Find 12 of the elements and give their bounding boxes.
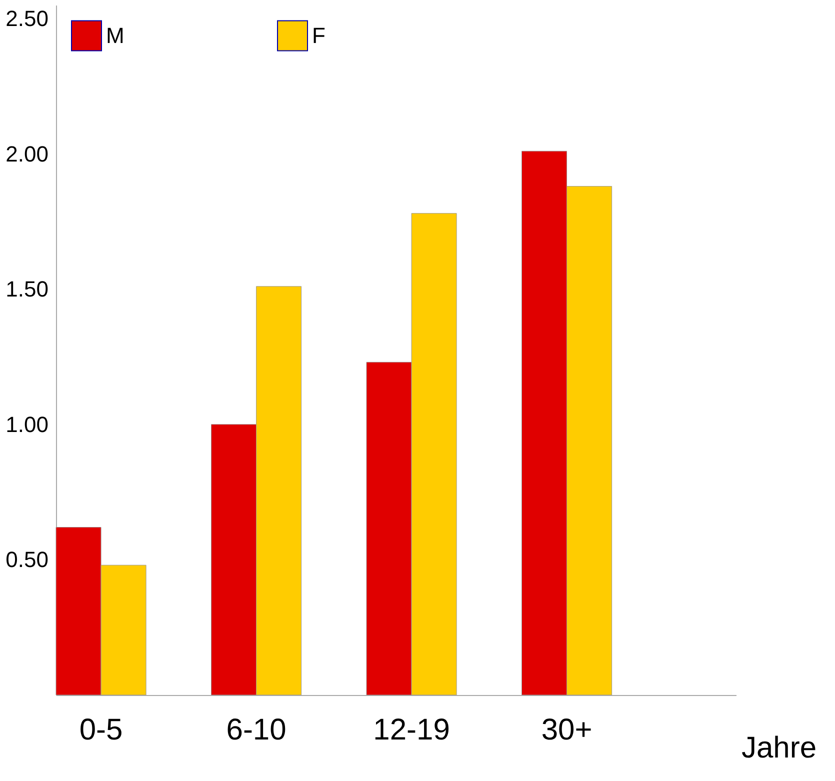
y-tick-label: 2.50	[6, 6, 48, 32]
x-tick-label: 6-10	[226, 714, 286, 746]
x-tick-label: 12-19	[373, 714, 450, 746]
legend-label: M	[106, 22, 124, 48]
y-tick-label: 1.00	[6, 412, 48, 437]
x-axis-title: Jahre	[741, 732, 816, 764]
y-tick-label: 0.50	[6, 547, 48, 572]
y-tick-label: 2.00	[6, 141, 48, 166]
x-tick-label: 30+	[541, 714, 592, 746]
y-tick-label: 1.50	[6, 276, 48, 302]
x-tick-label: 0-5	[79, 714, 123, 746]
legend-label: F	[312, 22, 326, 48]
